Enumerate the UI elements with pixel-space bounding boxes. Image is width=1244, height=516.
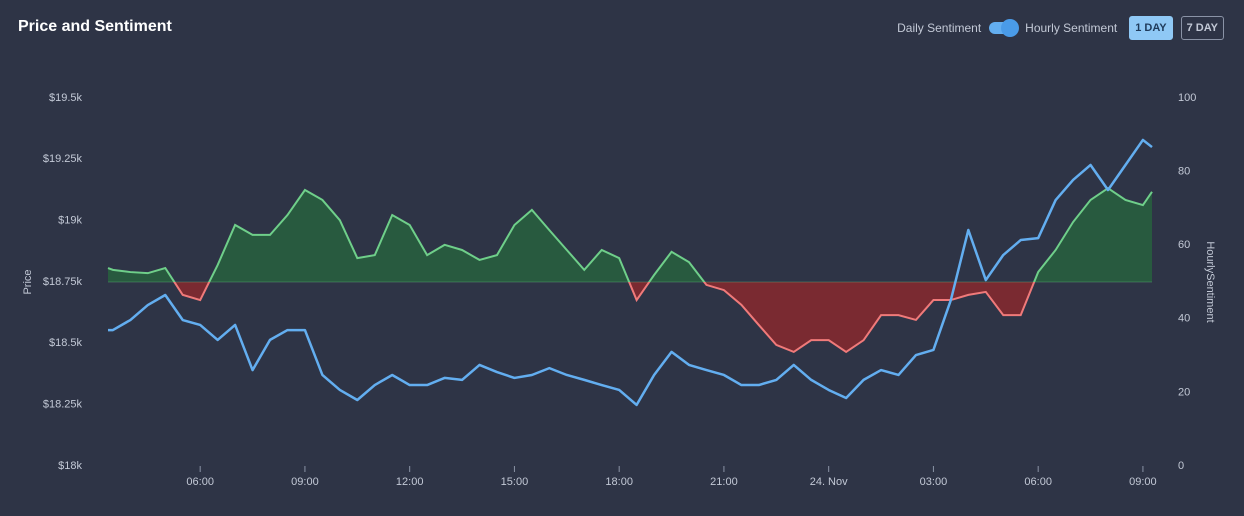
toggle-label[interactable]: Hourly Sentiment bbox=[1025, 21, 1118, 35]
controls: Daily Sentiment Hourly Sentiment 1 DAY 7… bbox=[897, 16, 1224, 40]
x-tick-label: 06:00 bbox=[1024, 476, 1052, 488]
sentiment-line-positive bbox=[107, 186, 1153, 282]
x-tick-label: 03:00 bbox=[920, 476, 948, 488]
x-tick-label: 18:00 bbox=[605, 476, 633, 488]
price-line bbox=[108, 138, 1153, 407]
y2-tick-label: 0 bbox=[1178, 460, 1184, 472]
y2-tick-label: 100 bbox=[1178, 92, 1196, 104]
range-button[interactable]: 1 DAY bbox=[1129, 16, 1173, 40]
y2-tick-label: 40 bbox=[1178, 313, 1190, 325]
y2-tick-label: 80 bbox=[1178, 166, 1190, 178]
x-tick-label: 09:00 bbox=[291, 476, 319, 488]
y-tick-label: $19.25k bbox=[43, 153, 83, 165]
range-button[interactable]: 7 DAY bbox=[1180, 16, 1224, 40]
x-tick-label: 15:00 bbox=[501, 476, 529, 488]
x-tick-label: 21:00 bbox=[710, 476, 738, 488]
y-tick-label: $18.25k bbox=[43, 399, 83, 411]
y-axis-label: Price bbox=[22, 269, 34, 294]
toggle-label[interactable]: Daily Sentiment bbox=[897, 21, 982, 35]
x-tick-label: 12:00 bbox=[396, 476, 424, 488]
sentiment-line-negative bbox=[173, 282, 1036, 354]
chart-title: Price and Sentiment bbox=[18, 18, 172, 35]
y-tick-label: $18.5k bbox=[49, 337, 83, 349]
y-tick-label: $18k bbox=[58, 460, 82, 472]
sentiment-toggle[interactable] bbox=[989, 19, 1020, 37]
sentiment-area-negative bbox=[108, 282, 1152, 352]
x-tick-label: 24. Nov bbox=[810, 476, 848, 488]
y-tick-label: $18.75k bbox=[43, 276, 83, 288]
sentiment-area-positive bbox=[108, 188, 1152, 282]
toggle-knob bbox=[1001, 19, 1020, 37]
y2-tick-label: 20 bbox=[1178, 386, 1190, 398]
y2-tick-label: 60 bbox=[1178, 239, 1190, 251]
x-tick-label: 06:00 bbox=[186, 476, 214, 488]
x-tick-label: 09:00 bbox=[1129, 476, 1157, 488]
y2-axis-label: HourlySentiment bbox=[1204, 241, 1216, 322]
y-tick-label: $19.5k bbox=[49, 92, 83, 104]
y-tick-label: $19k bbox=[58, 215, 82, 227]
